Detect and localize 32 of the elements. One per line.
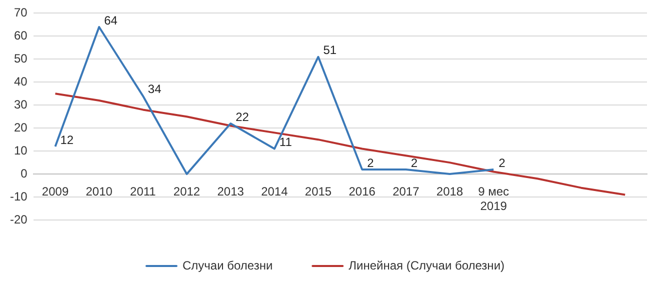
x-tick-label: 2012 (173, 184, 200, 199)
legend-label: Линейная (Случаи болезни) (348, 258, 505, 272)
x-tick-label: 2015 (304, 184, 332, 199)
y-tick-label: 30 (14, 97, 28, 112)
x-tick-label: 9 мес 2019 (478, 184, 510, 213)
data-label: 64 (104, 13, 118, 28)
x-tick-label: 2017 (392, 184, 420, 199)
x-tick-label: 2016 (348, 184, 376, 199)
data-label: 34 (148, 82, 162, 96)
x-tick-label: 2018 (436, 184, 464, 199)
x-tick-label: 2010 (86, 184, 113, 199)
data-label: 12 (60, 132, 74, 147)
y-tick-label: 0 (20, 166, 28, 180)
data-label: 2 (367, 156, 374, 170)
data-label: 22 (236, 110, 250, 124)
data-label: 11 (279, 135, 292, 150)
y-tick-label: 70 (14, 6, 28, 20)
y-tick-label: 20 (14, 120, 28, 134)
x-tick-label: 2014 (261, 184, 288, 199)
x-tick-label: 2013 (217, 184, 244, 199)
data-label: 2 (410, 156, 418, 170)
data-label: 51 (323, 43, 337, 58)
x-tick-label: 2011 (130, 184, 156, 199)
legend-label: Случаи болезни (182, 258, 273, 272)
y-tick-label: -10 (10, 189, 28, 204)
y-tick-label: 10 (14, 143, 28, 158)
y-tick-label: 50 (14, 51, 28, 66)
y-tick-label: 40 (14, 74, 28, 88)
data-label: 2 (498, 156, 506, 170)
y-tick-label: -20 (10, 212, 28, 226)
y-tick-label: 60 (14, 28, 28, 42)
x-tick-label: 2009 (42, 184, 69, 199)
